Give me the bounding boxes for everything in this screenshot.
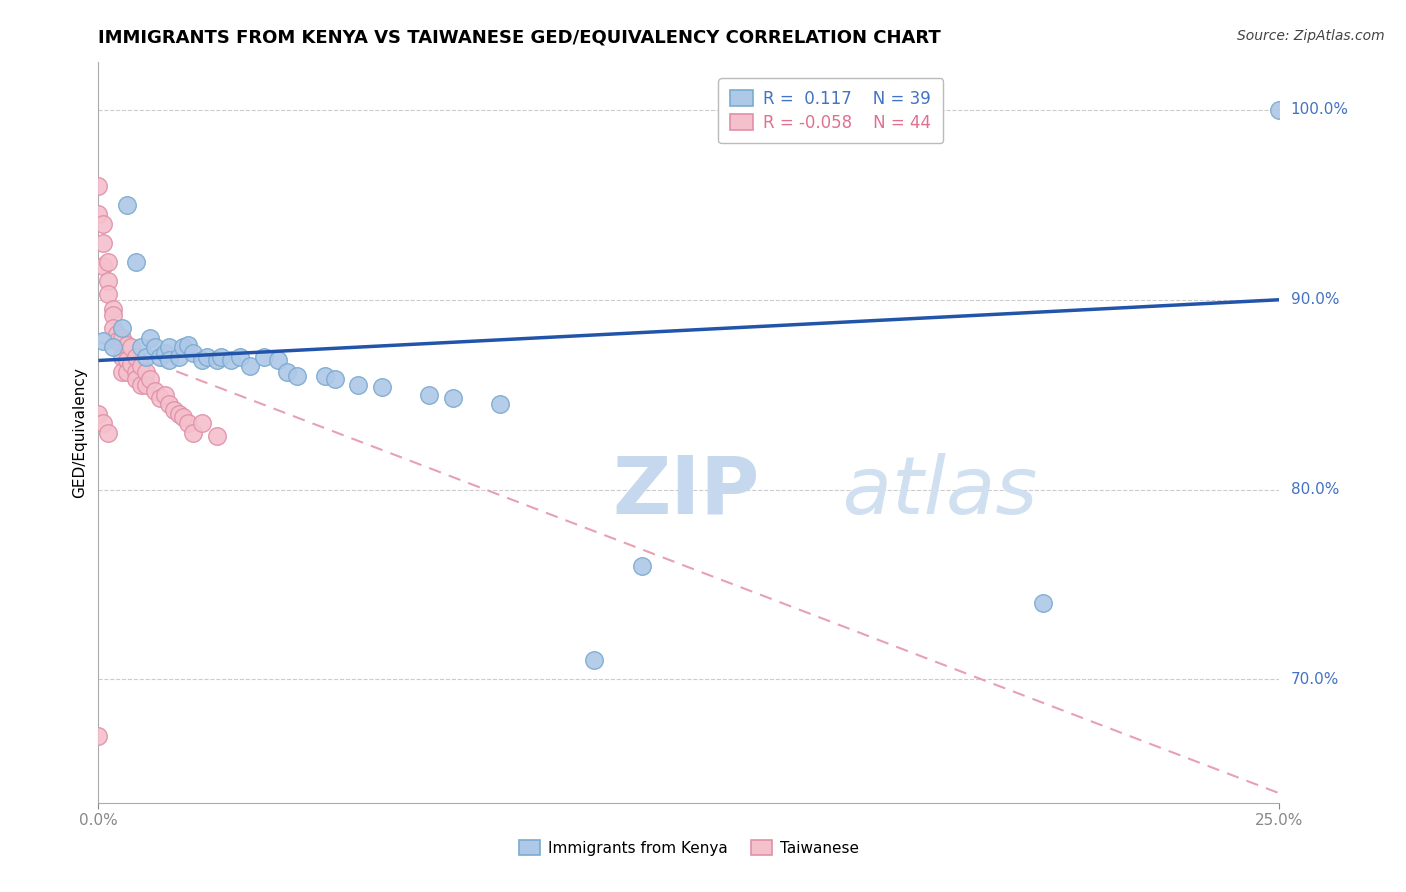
Point (181, 425, 204, 440)
Point (167, 350, 190, 364)
Text: Source: ZipAtlas.com: Source: ZipAtlas.com (1237, 29, 1385, 44)
Point (105, 326, 128, 341)
Point (267, 353, 290, 368)
Point (163, 402, 186, 417)
Point (149, 350, 172, 364)
Point (630, 558, 652, 573)
Point (219, 353, 242, 368)
Point (129, 340, 152, 354)
Point (91, 217, 114, 231)
Point (91, 334, 114, 349)
Point (139, 372, 162, 386)
Point (253, 350, 276, 364)
Point (97, 254, 120, 268)
Legend: Immigrants from Kenya, Taiwanese: Immigrants from Kenya, Taiwanese (513, 834, 865, 862)
Point (149, 392, 172, 406)
Point (101, 321, 124, 335)
Point (87, 407, 110, 421)
Point (97, 425, 120, 440)
Point (441, 392, 464, 406)
Point (91, 416, 114, 430)
Text: atlas: atlas (612, 453, 1038, 531)
Point (125, 365, 148, 379)
Point (314, 368, 336, 383)
Point (181, 346, 204, 360)
Point (1032, 597, 1054, 611)
Point (115, 365, 138, 379)
Point (205, 429, 228, 443)
Point (101, 302, 124, 317)
Point (139, 331, 162, 345)
Point (172, 410, 194, 425)
Point (205, 353, 228, 368)
Point (157, 340, 180, 354)
Point (97, 287, 120, 301)
Point (209, 350, 232, 364)
Point (195, 350, 218, 364)
Point (172, 340, 194, 354)
Point (191, 353, 214, 368)
Point (101, 340, 124, 354)
Point (143, 384, 166, 398)
Text: 100.0%: 100.0% (1291, 103, 1348, 118)
Point (111, 350, 134, 364)
Point (111, 321, 134, 335)
Text: 80.0%: 80.0% (1291, 482, 1339, 497)
Point (87, 178, 110, 193)
Text: ZIP: ZIP (612, 453, 759, 531)
Point (191, 416, 214, 430)
Point (115, 198, 138, 212)
Point (115, 353, 138, 368)
Point (157, 353, 180, 368)
Point (418, 387, 440, 401)
Point (583, 653, 606, 667)
Point (177, 416, 200, 430)
Point (111, 365, 134, 379)
Point (1268, 103, 1291, 117)
Point (101, 308, 124, 322)
Point (97, 274, 120, 288)
Point (177, 338, 200, 352)
Point (135, 378, 157, 392)
Point (153, 346, 176, 360)
Point (111, 331, 134, 345)
Point (121, 340, 143, 354)
Text: 70.0%: 70.0% (1291, 672, 1339, 687)
Text: IMMIGRANTS FROM KENYA VS TAIWANESE GED/EQUIVALENCY CORRELATION CHART: IMMIGRANTS FROM KENYA VS TAIWANESE GED/E… (98, 29, 941, 47)
Point (87, 207, 110, 221)
Point (371, 380, 394, 394)
Point (276, 365, 298, 379)
Point (125, 372, 148, 386)
Point (157, 397, 180, 411)
Point (153, 387, 176, 401)
Point (125, 350, 148, 364)
Point (121, 357, 143, 371)
Point (91, 235, 114, 250)
Point (87, 730, 110, 744)
Point (143, 340, 166, 354)
Point (167, 407, 190, 421)
Point (323, 372, 346, 386)
Point (129, 378, 152, 392)
Point (347, 378, 370, 392)
Point (135, 350, 157, 364)
Point (105, 334, 128, 349)
Point (91, 259, 114, 273)
Point (115, 338, 138, 352)
Text: 90.0%: 90.0% (1291, 293, 1339, 307)
Point (125, 254, 148, 268)
Point (285, 368, 308, 383)
Point (229, 350, 252, 364)
Point (135, 365, 157, 379)
Y-axis label: GED/Equivalency: GED/Equivalency (72, 368, 87, 498)
Point (489, 397, 512, 411)
Point (239, 359, 262, 374)
Point (129, 359, 152, 374)
